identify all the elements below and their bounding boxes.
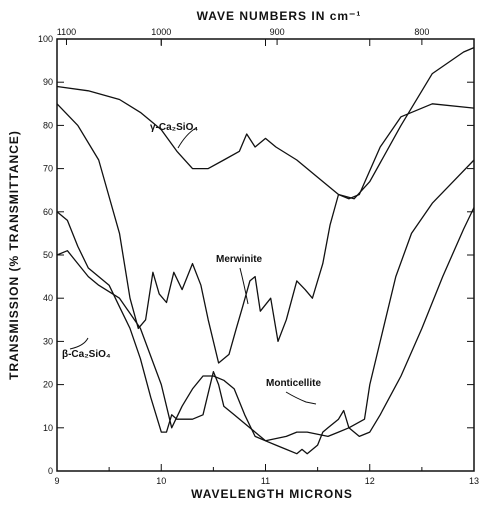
y-tick-label: 60 bbox=[43, 207, 53, 217]
series-label-gamma-ca2sio4: γ-Ca₂SiO₄ bbox=[150, 122, 198, 133]
merwinite-pointer bbox=[239, 267, 249, 305]
top-axis-tick-label: 1000 bbox=[151, 27, 171, 37]
top-axis-tick-label: 1100 bbox=[57, 27, 76, 37]
series-label-monticellite: Monticellite bbox=[266, 378, 321, 389]
y-tick-label: 20 bbox=[43, 380, 53, 390]
x-tick-label: 10 bbox=[156, 476, 166, 486]
x-tick-label: 13 bbox=[469, 476, 479, 486]
top-axis-tick-label: 900 bbox=[270, 27, 285, 37]
plot-frame bbox=[56, 38, 475, 472]
series-line-monticellite bbox=[56, 159, 475, 442]
series-line-beta-ca2sio4 bbox=[56, 207, 475, 455]
series-label-merwinite: Merwinite bbox=[216, 254, 263, 265]
x-tick-label: 9 bbox=[54, 476, 59, 486]
y-tick-label: 90 bbox=[43, 77, 53, 87]
y-tick-label: 40 bbox=[43, 293, 53, 303]
y-tick-label: 0 bbox=[48, 466, 53, 476]
y-axis-label: TRANSMISSION (% TRANSMITTANCE) bbox=[7, 130, 21, 380]
series-label-beta-ca2sio4: β-Ca₂SiO₄ bbox=[62, 349, 111, 360]
beta-ca2sio4-pointer bbox=[69, 337, 89, 350]
series-line-gamma-ca2sio4 bbox=[56, 47, 475, 200]
y-tick-label: 100 bbox=[38, 34, 53, 44]
y-tick-label: 80 bbox=[43, 120, 53, 130]
x-tick-label: 11 bbox=[261, 476, 270, 486]
chart-title: WAVE NUMBERS IN cm⁻¹ bbox=[197, 9, 362, 23]
x-axis-label: WAVELENGTH MICRONS bbox=[191, 487, 353, 501]
chart-marks: 9 10 11 12 13 0 10 20 30 40 50 60 70 80 90 100 1100 1000 9… bbox=[38, 27, 479, 486]
y-tick-label: 70 bbox=[43, 164, 53, 174]
top-axis-tick-label: 800 bbox=[414, 27, 429, 37]
series-line-merwinite bbox=[56, 103, 475, 364]
y-tick-label: 30 bbox=[43, 336, 53, 346]
gamma-ca2sio4-pointer bbox=[177, 127, 197, 149]
x-tick-label: 12 bbox=[365, 476, 375, 486]
y-tick-label: 50 bbox=[43, 250, 53, 260]
monticellite-pointer bbox=[285, 391, 317, 405]
y-tick-label: 10 bbox=[43, 423, 53, 433]
